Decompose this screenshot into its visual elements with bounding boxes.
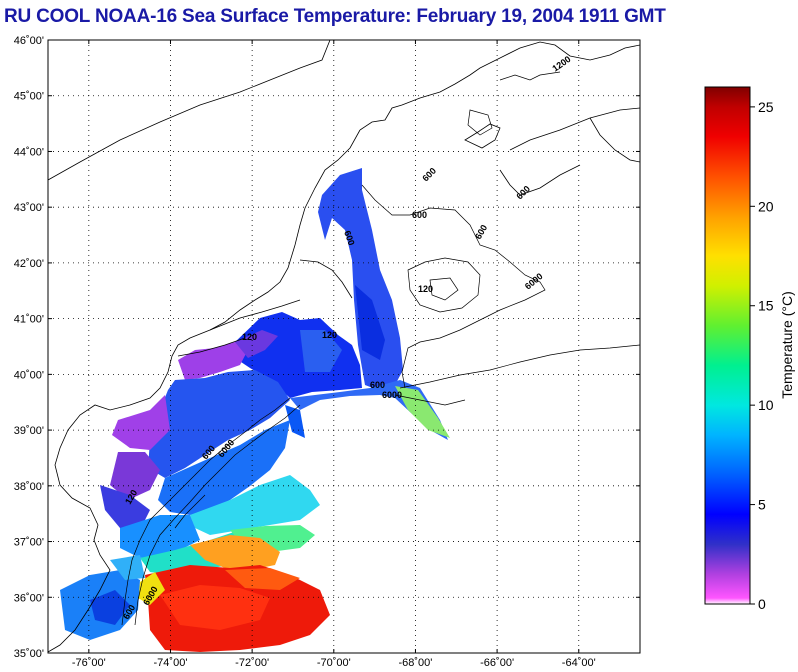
latitude-label: 38˚00' xyxy=(14,481,44,493)
graticule xyxy=(48,40,640,653)
colorbar: 0 5 10 15 20 25 Temperature (°C) xyxy=(704,86,795,612)
latitude-label: 44˚00' xyxy=(14,146,44,158)
latitude-label: 40˚00' xyxy=(14,369,44,381)
contour-label: 120 xyxy=(242,332,257,342)
colorbar-tick-label: 0 xyxy=(758,596,766,612)
latitude-label: 45˚00' xyxy=(14,91,44,103)
latitude-label: 42˚00' xyxy=(14,258,44,270)
colorbar-title: Temperature (°C) xyxy=(779,291,795,399)
map-title: RU COOL NOAA-16 Sea Surface Temperature:… xyxy=(4,6,666,27)
bathymetry-contours xyxy=(121,71,640,626)
contour-label: 120 xyxy=(418,284,433,294)
contour-label: 600 xyxy=(342,229,357,247)
colorbar-tick-label: 25 xyxy=(758,99,774,115)
contour-label: 6000 xyxy=(382,390,402,400)
longitude-labels: -76˚00' -74˚00' -72˚00' -70˚00' -68˚00' -66˚0… xyxy=(72,40,596,669)
longitude-label: -72˚00' xyxy=(235,657,269,669)
latitude-label: 46˚00' xyxy=(14,35,44,47)
latitude-label: 41˚00' xyxy=(14,314,44,326)
longitude-label: -68˚00' xyxy=(398,657,432,669)
longitude-label: -66˚00' xyxy=(480,657,514,669)
colorbar-tick-label: 15 xyxy=(758,298,774,314)
latitude-labels: 46˚00' 45˚00' 44˚00' 43˚00' 42˚00' 41˚00' 40˚0… xyxy=(14,35,640,660)
colorbar-tick-label: 10 xyxy=(758,397,774,413)
colorbar-gradient xyxy=(704,86,751,605)
contour-labels: 1200 600 600 600 600 6000 120 6000 600 1… xyxy=(121,54,572,621)
coastline xyxy=(48,40,640,653)
colorbar-tick-label: 20 xyxy=(758,198,774,214)
latitude-label: 43˚00' xyxy=(14,202,44,214)
latitude-label: 35˚00' xyxy=(14,648,44,660)
longitude-label: -70˚00' xyxy=(317,657,351,669)
map-content: 1200 600 600 600 600 6000 120 6000 600 1… xyxy=(48,40,640,653)
contour-label: 600 xyxy=(370,380,385,390)
colorbar-ticks: 0 5 10 15 20 25 xyxy=(750,99,774,612)
latitude-label: 36˚00' xyxy=(14,592,44,604)
contour-label: 600 xyxy=(412,210,427,220)
colorbar-tick-label: 5 xyxy=(758,497,766,513)
latitude-label: 39˚00' xyxy=(14,425,44,437)
latitude-label: 37˚00' xyxy=(14,537,44,549)
longitude-label: -74˚00' xyxy=(154,657,188,669)
longitude-label: -76˚00' xyxy=(72,657,106,669)
longitude-label: -64˚00' xyxy=(562,657,596,669)
contour-label: 120 xyxy=(322,330,337,340)
